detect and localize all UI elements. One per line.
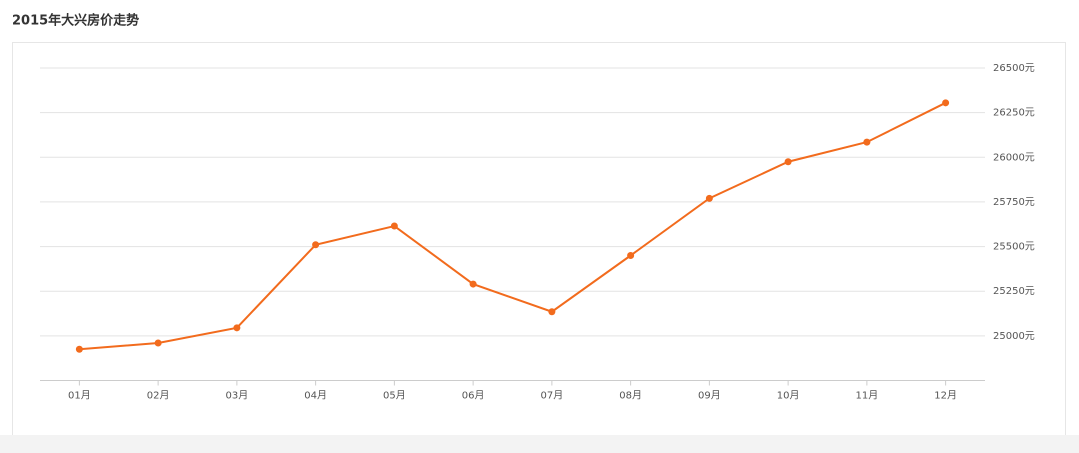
y-tick-label: 26500元 [993, 63, 1035, 74]
chart-title: 2015年大兴房价走势 [12, 13, 139, 29]
y-tick-label: 25250元 [993, 286, 1035, 297]
x-tick-label: 08月 [619, 390, 642, 402]
point [863, 138, 871, 146]
y-tick-label: 26250元 [993, 108, 1035, 119]
x-tick-label: 05月 [383, 390, 406, 402]
x-tick-label: 02月 [147, 390, 170, 402]
point [390, 222, 398, 230]
y-tick-label: 25750元 [993, 197, 1035, 208]
point [705, 194, 713, 202]
chart-panel [12, 42, 1066, 443]
point [548, 308, 556, 316]
x-tick-label: 01月 [68, 390, 91, 402]
point [312, 241, 320, 249]
x-tick-label: 11月 [856, 390, 879, 402]
y-tick-label: 25000元 [993, 331, 1035, 342]
line [79, 101, 947, 351]
x-tick-label: 09月 [698, 390, 721, 402]
x-tick-label: 03月 [226, 390, 249, 402]
point [942, 99, 950, 107]
point [469, 280, 477, 288]
point [784, 158, 792, 166]
point [233, 324, 241, 332]
point [627, 252, 635, 259]
point [75, 345, 83, 353]
x-tick-label: 06月 [462, 390, 485, 402]
footer-bar [0, 435, 1079, 453]
x-tick-label: 12月 [934, 390, 957, 402]
x-tick-label: 04月 [304, 390, 327, 402]
point [154, 339, 162, 347]
y-tick-label: 25500元 [993, 242, 1035, 253]
x-tick-label: 10月 [777, 390, 800, 402]
y-tick-label: 26000元 [993, 152, 1035, 163]
x-tick-label: 07月 [541, 390, 564, 402]
